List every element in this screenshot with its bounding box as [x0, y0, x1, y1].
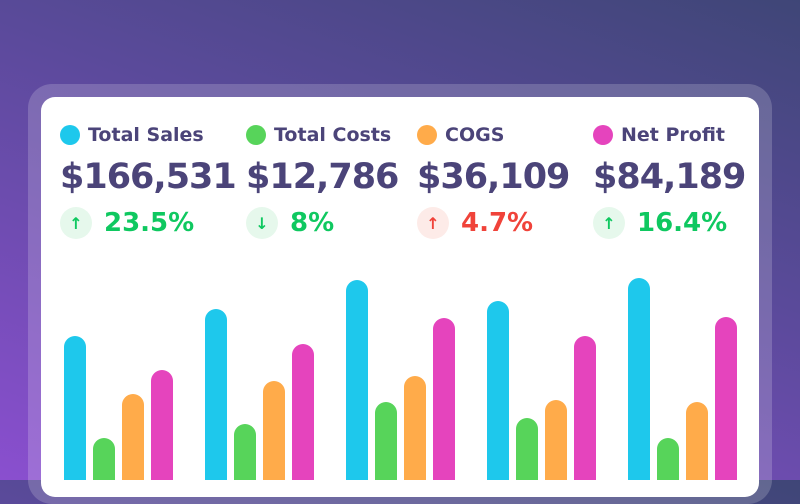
bar-total-sales-5: [628, 278, 650, 480]
stat-cogs: COGS $36,109 ↑ 4.7%: [417, 123, 570, 239]
stat-total-sales: Total Sales $166,531 ↑ 23.5%: [60, 123, 237, 239]
bar-total-costs-1: [93, 438, 115, 480]
stat-value: $166,531: [60, 157, 237, 197]
bar-total-costs-5: [657, 438, 679, 480]
legend-dot-icon: [593, 125, 613, 145]
bar-total-costs-2: [234, 424, 256, 480]
stat-change: ↑ 23.5%: [60, 207, 236, 239]
bar-total-sales-4: [487, 301, 509, 480]
legend-dot-icon: [246, 125, 266, 145]
stat-label-text: COGS: [445, 124, 505, 146]
bar-cogs-5: [686, 402, 708, 480]
legend-dot-icon: [60, 125, 80, 145]
bar-cogs-2: [263, 381, 285, 480]
stat-net-profit: Net Profit $84,189 ↑ 16.4%: [593, 123, 746, 239]
dashboard-card: Total Sales $166,531 ↑ 23.5% Total Costs $…: [41, 97, 759, 497]
bar-total-sales-3: [346, 280, 368, 480]
bar-cogs-3: [404, 376, 426, 480]
arrow-up-icon: ↑: [593, 207, 625, 239]
bar-chart: [64, 278, 737, 480]
bar-net-profit-5: [715, 317, 737, 480]
stat-label: Total Sales: [60, 123, 236, 147]
bar-net-profit-1: [151, 370, 173, 480]
bar-total-costs-3: [375, 402, 397, 480]
stat-value: $36,109: [417, 157, 570, 197]
stat-change-text: 16.4%: [637, 208, 728, 238]
stat-label: COGS: [417, 123, 569, 147]
bar-net-profit-4: [574, 336, 596, 480]
stat-change: ↑ 16.4%: [593, 207, 745, 239]
bar-cogs-1: [122, 394, 144, 480]
stat-change: ↓ 8%: [246, 207, 398, 239]
bar-total-sales-1: [64, 336, 86, 480]
bar-cogs-4: [545, 400, 567, 480]
bar-total-sales-2: [205, 309, 227, 480]
stat-change-text: 4.7%: [461, 208, 534, 238]
stat-change: ↑ 4.7%: [417, 207, 569, 239]
stat-value: $84,189: [593, 157, 746, 197]
stat-label: Total Costs: [246, 123, 398, 147]
stat-label-text: Total Sales: [88, 124, 204, 146]
bar-net-profit-3: [433, 318, 455, 480]
stat-label-text: Total Costs: [274, 124, 392, 146]
stat-label-text: Net Profit: [621, 124, 725, 146]
bar-net-profit-2: [292, 344, 314, 480]
stat-change-text: 8%: [290, 208, 335, 238]
stat-total-costs: Total Costs $12,786 ↓ 8%: [246, 123, 399, 239]
arrow-up-icon: ↑: [60, 207, 92, 239]
stat-value: $12,786: [246, 157, 399, 197]
bar-total-costs-4: [516, 418, 538, 480]
legend-dot-icon: [417, 125, 437, 145]
arrow-down-icon: ↓: [246, 207, 278, 239]
stat-change-text: 23.5%: [104, 208, 195, 238]
arrow-up-icon: ↑: [417, 207, 449, 239]
stat-label: Net Profit: [593, 123, 745, 147]
